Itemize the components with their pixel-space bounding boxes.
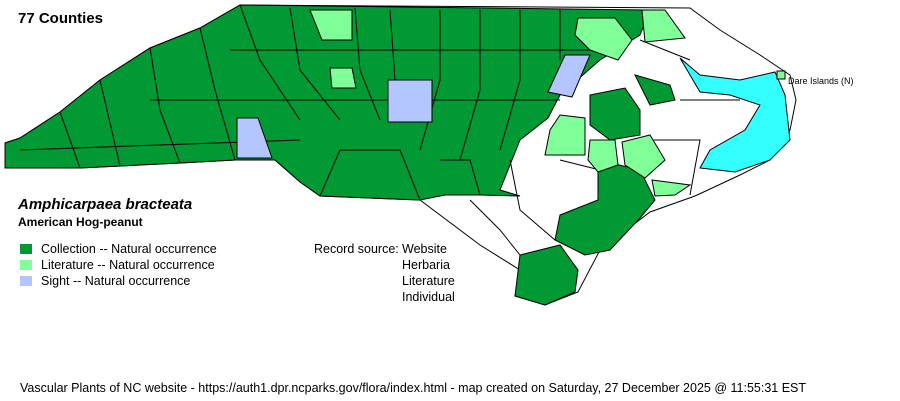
collection-county [634,74,676,106]
sound-water [679,57,791,173]
literature-swatch [20,260,32,270]
legend-label: Collection -- Natural occurrence [41,242,217,256]
legend-label: Sight -- Natural occurrence [41,274,191,288]
sight-swatch [20,276,32,286]
footer-credit: Vascular Plants of NC website - https://… [20,381,807,395]
collection-region-southeast [554,159,656,256]
legend-item-collection: Collection -- Natural occurrence [20,242,217,256]
literature-county [574,17,633,61]
record-source-website: Website [402,242,447,256]
scientific-name: Amphicarpaea bracteata [18,196,193,213]
collection-swatch [20,244,32,254]
literature-county [329,67,357,89]
collection-region-coast [514,244,579,306]
literature-county [544,114,586,156]
legend-item-literature: Literature -- Natural occurrence [20,258,215,272]
literature-county [587,139,619,173]
sight-county-west [236,117,273,159]
record-source-literature: Literature [402,274,455,288]
literature-county [651,179,692,197]
dare-islands-label: Dare Islands (N) [788,76,854,86]
collection-region-west-central [4,4,651,201]
literature-county [641,9,686,43]
county-lines [19,4,740,256]
legend-item-sight: Sight -- Natural occurrence [20,274,190,288]
collection-region-northeast [589,87,641,141]
common-name: American Hog-peanut [18,215,143,229]
record-source-individual: Individual [402,290,455,304]
literature-county [621,134,666,179]
record-source-herbaria: Herbaria [402,258,450,272]
sight-county-central [387,79,433,123]
sight-county-northeast [547,54,591,98]
literature-county [309,9,353,41]
legend-label: Literature -- Natural occurrence [41,258,215,272]
record-source-label: Record source: [314,242,399,256]
dare-islands-marker [776,70,786,80]
county-count: 77 Counties [18,10,104,27]
